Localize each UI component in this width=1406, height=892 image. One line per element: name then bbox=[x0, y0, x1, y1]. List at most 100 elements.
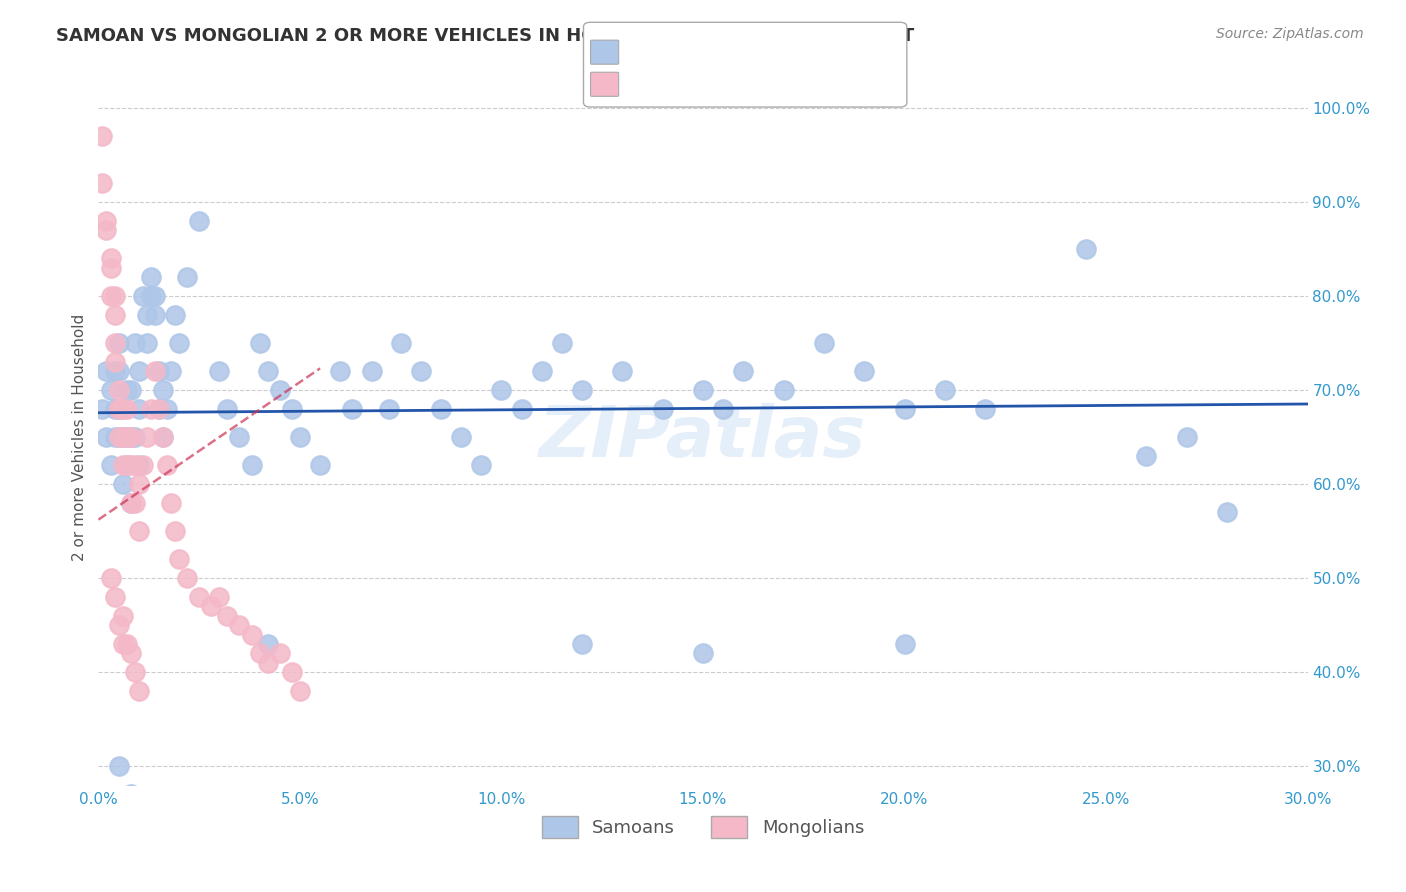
Text: R =: R = bbox=[598, 76, 634, 94]
Point bbox=[450, 430, 472, 444]
Point bbox=[111, 430, 134, 444]
Point bbox=[934, 383, 956, 397]
Point bbox=[100, 289, 122, 303]
Point bbox=[491, 383, 513, 397]
Point bbox=[256, 364, 278, 378]
Point bbox=[135, 308, 157, 322]
Point bbox=[111, 637, 134, 651]
Point bbox=[103, 401, 125, 416]
Point bbox=[107, 401, 129, 416]
Point bbox=[120, 496, 142, 510]
Point bbox=[132, 289, 155, 303]
Point bbox=[124, 496, 146, 510]
Point bbox=[115, 458, 138, 473]
Point bbox=[430, 401, 453, 416]
Point bbox=[115, 401, 138, 416]
Point bbox=[107, 401, 129, 416]
Point bbox=[103, 590, 125, 604]
Point bbox=[139, 270, 162, 285]
Point bbox=[124, 458, 146, 473]
Point bbox=[256, 656, 278, 670]
Point bbox=[107, 336, 129, 351]
Point bbox=[256, 637, 278, 651]
Point bbox=[124, 336, 146, 351]
Point bbox=[103, 430, 125, 444]
Point bbox=[217, 401, 239, 416]
Point bbox=[96, 430, 118, 444]
Point bbox=[1074, 242, 1097, 256]
Point bbox=[128, 458, 150, 473]
Point bbox=[163, 308, 186, 322]
Point bbox=[813, 336, 835, 351]
Legend: Samoans, Mongolians: Samoans, Mongolians bbox=[534, 809, 872, 846]
Point bbox=[139, 289, 162, 303]
Point bbox=[107, 383, 129, 397]
Point bbox=[128, 684, 150, 698]
Point bbox=[143, 364, 166, 378]
Point bbox=[692, 383, 714, 397]
Point bbox=[120, 430, 142, 444]
Point bbox=[103, 364, 125, 378]
Point bbox=[269, 646, 291, 660]
Text: N =: N = bbox=[693, 76, 730, 94]
Point bbox=[120, 496, 142, 510]
Point bbox=[143, 308, 166, 322]
Point bbox=[974, 401, 997, 416]
Point bbox=[111, 608, 134, 623]
Point bbox=[772, 383, 794, 397]
Point bbox=[96, 214, 118, 228]
Point bbox=[176, 571, 198, 585]
Y-axis label: 2 or more Vehicles in Household: 2 or more Vehicles in Household bbox=[72, 313, 87, 561]
Point bbox=[329, 364, 352, 378]
Point bbox=[228, 618, 250, 632]
Text: Source: ZipAtlas.com: Source: ZipAtlas.com bbox=[1216, 27, 1364, 41]
Point bbox=[510, 401, 533, 416]
Point bbox=[240, 458, 263, 473]
Point bbox=[1175, 430, 1198, 444]
Point bbox=[361, 364, 384, 378]
Point bbox=[188, 590, 211, 604]
Point bbox=[1135, 449, 1157, 463]
Point bbox=[1216, 505, 1239, 519]
Point bbox=[96, 223, 118, 237]
Point bbox=[103, 355, 125, 369]
Point bbox=[111, 401, 134, 416]
Point bbox=[128, 477, 150, 491]
Point bbox=[167, 552, 190, 566]
Text: 0.253: 0.253 bbox=[626, 76, 678, 94]
Point bbox=[103, 289, 125, 303]
Point bbox=[132, 458, 155, 473]
Point bbox=[111, 458, 134, 473]
Point bbox=[152, 430, 174, 444]
Point bbox=[120, 646, 142, 660]
Point bbox=[217, 608, 239, 623]
Text: SAMOAN VS MONGOLIAN 2 OR MORE VEHICLES IN HOUSEHOLD CORRELATION CHART: SAMOAN VS MONGOLIAN 2 OR MORE VEHICLES I… bbox=[56, 27, 914, 45]
Point bbox=[148, 401, 170, 416]
Point bbox=[91, 129, 114, 144]
Point bbox=[470, 458, 492, 473]
Point bbox=[107, 759, 129, 773]
Point bbox=[711, 401, 734, 416]
Point bbox=[342, 401, 364, 416]
Point bbox=[249, 646, 271, 660]
Point bbox=[115, 430, 138, 444]
Point bbox=[111, 477, 134, 491]
Point bbox=[143, 289, 166, 303]
Point bbox=[156, 401, 179, 416]
Point bbox=[120, 788, 142, 802]
Point bbox=[124, 430, 146, 444]
Point bbox=[148, 401, 170, 416]
Text: 0.023: 0.023 bbox=[626, 42, 678, 60]
Point bbox=[530, 364, 553, 378]
Point bbox=[160, 364, 183, 378]
Point bbox=[288, 430, 311, 444]
Point bbox=[115, 637, 138, 651]
Point bbox=[128, 364, 150, 378]
Point bbox=[551, 336, 574, 351]
Point bbox=[107, 401, 129, 416]
Point bbox=[115, 430, 138, 444]
Point bbox=[853, 364, 876, 378]
Text: R =: R = bbox=[598, 42, 634, 60]
Point bbox=[111, 430, 134, 444]
Point bbox=[692, 646, 714, 660]
